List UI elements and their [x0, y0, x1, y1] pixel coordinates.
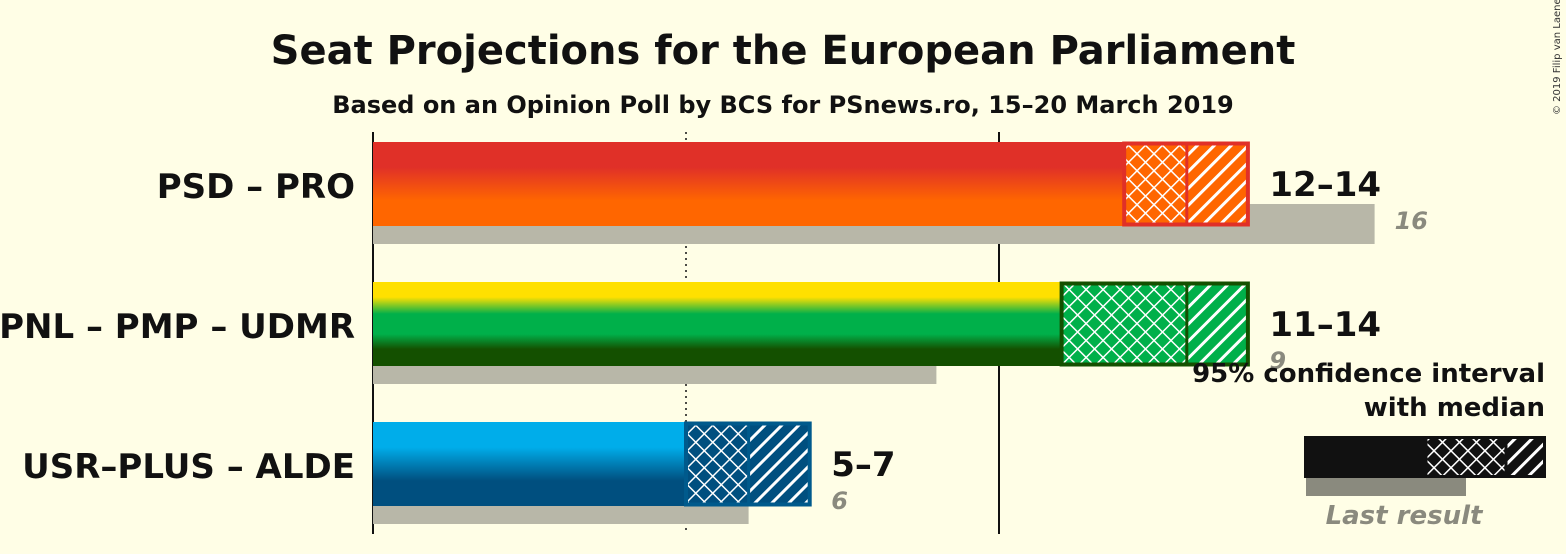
- legend-ci-label-line1: 95% confidence interval: [1192, 359, 1545, 389]
- legend: 95% confidence interval with median Last…: [1192, 359, 1546, 531]
- ci-solid-bar: [373, 422, 686, 506]
- range-label: 5–7: [831, 445, 895, 485]
- legend-last-result-label: Last result: [1326, 501, 1484, 531]
- last-result-label: 9: [1269, 347, 1286, 375]
- bars-layer: PSD – PRO 12–14 16 PNL – PMP – UDMR 11–149 US…: [0, 141, 1428, 524]
- legend-cross-band: [1426, 436, 1506, 478]
- last-result-label: 6: [831, 487, 848, 515]
- ci-border: [1059, 281, 1250, 367]
- ci-lower-band: [686, 422, 749, 506]
- copyright-note: © 2019 Filip van Laenen: [1552, 0, 1563, 115]
- chart-subtitle: Based on an Opinion Poll by BCS for PSne…: [332, 91, 1234, 119]
- range-label: 12–14: [1269, 165, 1381, 205]
- legend-ci-label-line2: with median: [1364, 393, 1545, 423]
- ci-solid-bar: [373, 282, 1062, 366]
- legend-hatch-band: [1506, 436, 1546, 478]
- last-result-label: 16: [1395, 207, 1428, 235]
- party-label: USR–PLUS – ALDE: [22, 447, 355, 487]
- ci-lower-band: [1061, 282, 1187, 366]
- ci-upper-band: [1186, 142, 1250, 226]
- ci-lower-band: [1124, 142, 1187, 226]
- ci-upper-band: [1186, 282, 1250, 366]
- party-label: PNL – PMP – UDMR: [0, 307, 355, 347]
- party-label: PSD – PRO: [157, 167, 355, 207]
- legend-solid: [1304, 436, 1426, 478]
- chart-title: Seat Projections for the European Parlia…: [271, 28, 1296, 74]
- range-label: 11–14: [1269, 305, 1381, 345]
- ci-solid-bar: [373, 142, 1125, 226]
- legend-swatch: [1304, 436, 1546, 496]
- party-row: USR–PLUS – ALDE 5–76: [22, 421, 896, 524]
- ci-upper-band: [748, 422, 812, 506]
- party-row: PSD – PRO 12–14 16: [157, 141, 1428, 244]
- legend-border: [1424, 436, 1546, 478]
- party-row: PNL – PMP – UDMR 11–149: [0, 281, 1381, 384]
